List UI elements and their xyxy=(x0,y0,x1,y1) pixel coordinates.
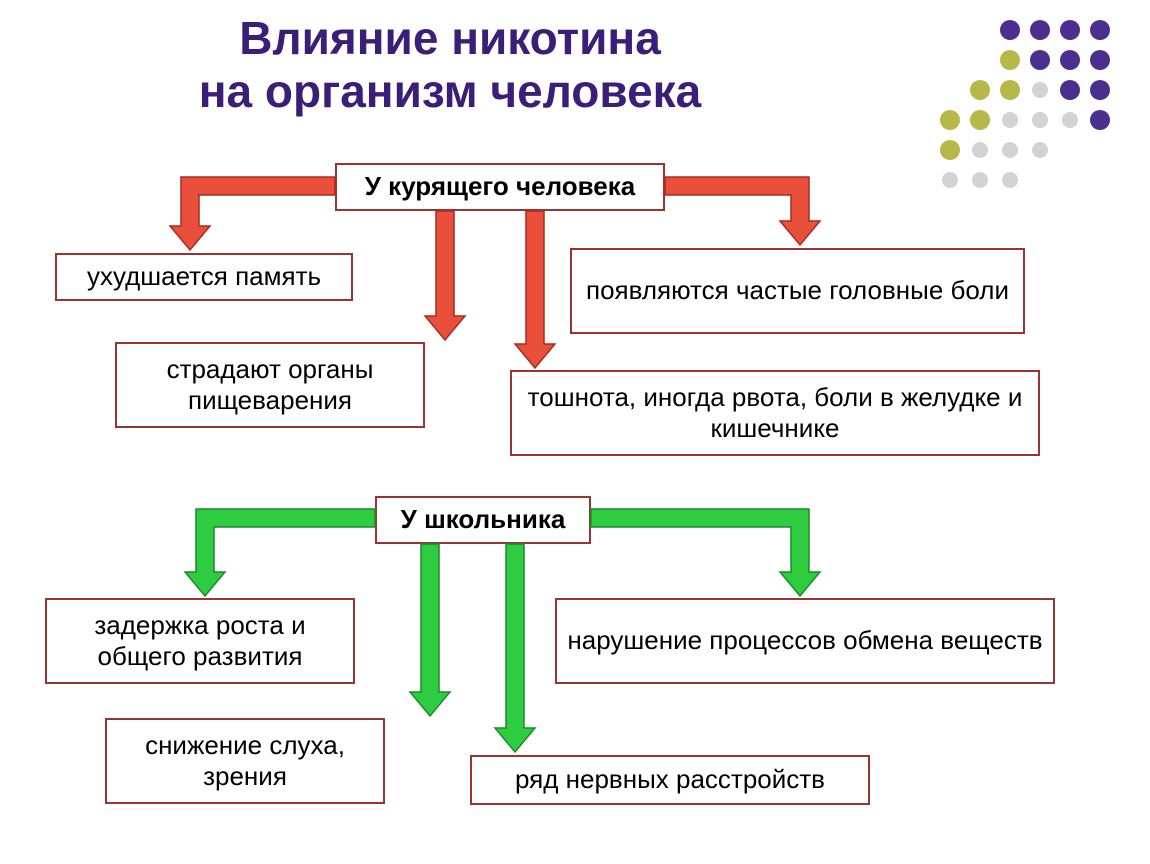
arrow-to-headache xyxy=(665,177,820,245)
slide-title: Влияние никотина на организм человека xyxy=(0,12,900,118)
decoration-dot xyxy=(972,142,988,158)
box-student-header: У школьника xyxy=(375,496,591,544)
decoration-dot xyxy=(942,172,958,188)
decoration-dot xyxy=(1002,142,1018,158)
decoration-dot xyxy=(940,140,960,160)
arrow-to-growth xyxy=(185,509,375,596)
arrow-to-hearing xyxy=(410,544,450,716)
decoration-dot xyxy=(970,80,990,100)
arrow-to-metabolism xyxy=(591,509,820,596)
decoration-dot xyxy=(1032,82,1048,98)
box-digestion: страдают органы пищеварения xyxy=(115,342,425,428)
decoration-dot xyxy=(1090,20,1110,40)
arrow-to-memory xyxy=(170,177,335,250)
decoration-dot xyxy=(1090,110,1110,130)
decoration-dot xyxy=(1062,112,1078,128)
decoration-dot xyxy=(1030,50,1050,70)
box-smoker-header: У курящего человека xyxy=(335,163,665,211)
decoration-dot xyxy=(1032,142,1048,158)
arrow-to-digestion xyxy=(425,211,465,340)
box-nervous: ряд нервных расстройств xyxy=(470,755,870,805)
decoration-dot xyxy=(1000,80,1020,100)
box-memory: ухудшается память xyxy=(55,253,353,301)
arrow-to-nausea xyxy=(515,211,555,368)
box-headache: появляются частые головные боли xyxy=(570,248,1025,334)
decoration-dot xyxy=(1000,20,1020,40)
decoration-dot xyxy=(1090,80,1110,100)
title-line2: на организм человека xyxy=(199,65,702,117)
decoration-dot xyxy=(1002,172,1018,188)
decoration-dot xyxy=(1060,50,1080,70)
decoration-dot xyxy=(940,110,960,130)
decoration-dot xyxy=(1090,50,1110,70)
decoration-dot xyxy=(1030,20,1050,40)
decoration-dot xyxy=(1000,50,1020,70)
decoration-dot xyxy=(1032,112,1048,128)
decoration-dot xyxy=(1060,80,1080,100)
decoration-dot xyxy=(972,172,988,188)
box-growth: задержка роста и общего развития xyxy=(45,598,355,684)
box-metabolism: нарушение процессов обмена веществ xyxy=(555,598,1055,684)
box-hearing: снижение слуха, зрения xyxy=(105,718,385,804)
decoration-dot xyxy=(1060,20,1080,40)
decoration-dot xyxy=(1002,112,1018,128)
arrow-to-nervous xyxy=(495,544,535,752)
box-nausea: тошнота, иногда рвота, боли в желудке и … xyxy=(510,370,1040,456)
title-line1: Влияние никотина xyxy=(239,12,661,64)
dots-decoration xyxy=(950,30,1150,200)
decoration-dot xyxy=(970,110,990,130)
